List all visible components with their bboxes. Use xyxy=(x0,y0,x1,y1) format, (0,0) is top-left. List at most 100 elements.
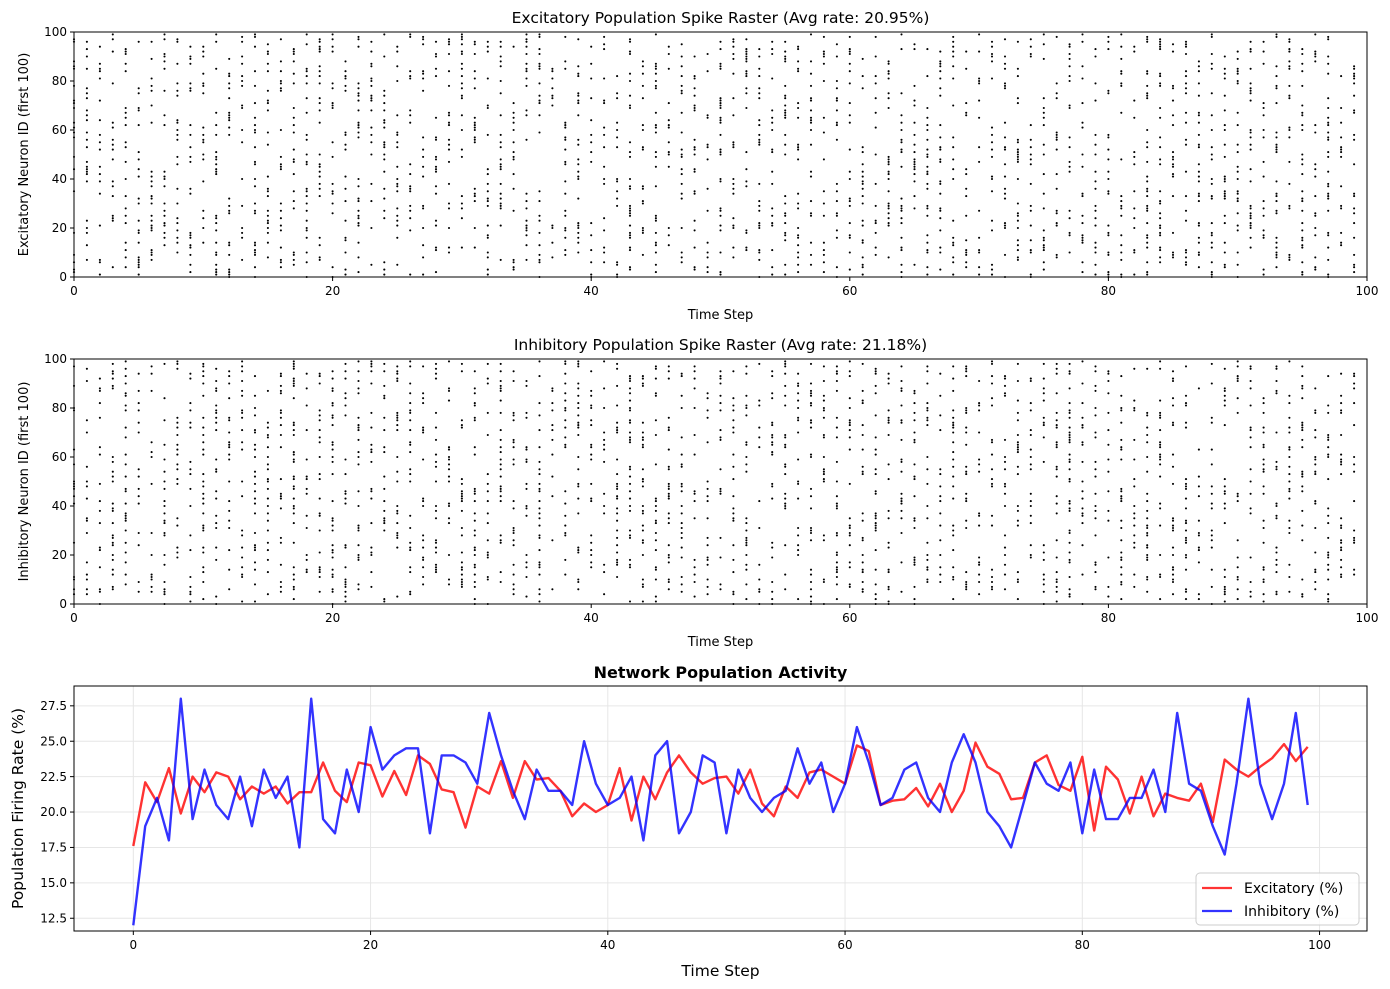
spike-marker xyxy=(525,595,528,598)
spike-marker xyxy=(344,392,347,395)
spike-marker xyxy=(460,583,463,586)
spike-marker xyxy=(331,575,334,579)
spike-marker xyxy=(409,546,412,549)
spike-marker xyxy=(241,79,244,83)
spike-marker xyxy=(641,436,644,439)
spike-marker xyxy=(409,75,412,78)
spike-marker xyxy=(241,370,244,373)
spike-marker xyxy=(616,97,619,100)
spike-marker xyxy=(344,200,347,203)
spike-marker xyxy=(758,200,761,203)
spike-marker xyxy=(900,561,903,564)
spike-marker xyxy=(822,116,825,119)
spike-marker xyxy=(952,409,955,412)
spike-marker xyxy=(835,507,838,510)
spike-marker xyxy=(926,553,929,557)
spike-marker xyxy=(616,519,619,522)
spike-marker xyxy=(1042,246,1045,249)
spike-marker xyxy=(1016,399,1019,402)
spike-marker xyxy=(732,590,735,593)
spike-marker xyxy=(654,522,657,525)
spike-marker xyxy=(641,384,644,387)
spike-marker xyxy=(383,143,386,146)
spike-marker xyxy=(150,578,153,581)
spike-marker xyxy=(590,133,593,136)
spike-marker xyxy=(680,583,683,586)
spike-marker xyxy=(1184,539,1188,542)
spike-marker xyxy=(1327,182,1330,185)
spike-marker xyxy=(1262,50,1265,53)
spike-marker xyxy=(628,214,632,217)
spike-marker xyxy=(1094,492,1097,495)
spike-marker xyxy=(616,136,619,139)
spike-marker xyxy=(434,52,438,56)
spike-marker xyxy=(357,136,360,139)
spike-marker xyxy=(1301,128,1304,132)
spike-marker xyxy=(784,473,787,476)
spike-marker xyxy=(1275,546,1278,549)
spike-marker xyxy=(137,431,140,434)
spike-marker xyxy=(1107,509,1110,512)
spike-marker xyxy=(848,482,851,485)
spike-marker xyxy=(965,473,968,476)
spike-marker xyxy=(1042,362,1045,365)
spike-marker xyxy=(887,158,890,161)
spike-marker xyxy=(1003,460,1007,463)
spike-marker xyxy=(706,266,709,269)
spike-marker xyxy=(887,419,890,422)
spike-marker xyxy=(693,595,696,598)
spike-marker xyxy=(758,182,761,185)
spike-marker xyxy=(1262,402,1265,405)
spike-marker xyxy=(473,195,476,198)
spike-marker xyxy=(292,384,295,387)
spike-marker xyxy=(85,146,88,149)
spike-marker xyxy=(809,214,813,217)
spike-marker xyxy=(266,512,269,515)
spike-marker xyxy=(538,360,541,363)
spike-marker xyxy=(1133,207,1136,210)
spike-marker xyxy=(680,436,683,439)
spike-marker xyxy=(98,141,101,144)
spike-marker xyxy=(189,534,192,537)
spike-marker xyxy=(422,558,425,561)
spike-marker xyxy=(952,77,955,80)
spike-marker xyxy=(486,273,489,276)
spike-marker xyxy=(603,261,606,264)
spike-marker xyxy=(616,421,619,424)
spike-marker xyxy=(266,70,269,73)
spike-marker xyxy=(409,187,412,190)
spike-marker xyxy=(473,138,476,141)
spike-marker xyxy=(1236,575,1239,579)
spike-marker xyxy=(1301,490,1304,493)
spike-marker xyxy=(719,251,722,254)
spike-marker xyxy=(771,424,774,427)
spike-marker xyxy=(784,362,787,365)
spike-marker xyxy=(900,502,903,505)
spike-marker xyxy=(512,128,515,132)
spike-marker xyxy=(965,588,968,591)
spike-marker xyxy=(150,89,153,92)
spike-marker xyxy=(150,226,153,230)
spike-marker xyxy=(719,102,722,105)
spike-marker xyxy=(383,55,386,58)
spike-marker xyxy=(654,392,657,395)
y-tick-label: 80 xyxy=(52,401,67,415)
spike-marker xyxy=(1197,561,1200,564)
spike-marker xyxy=(1275,379,1278,383)
spike-marker xyxy=(771,121,774,124)
spike-marker xyxy=(1327,192,1330,195)
spike-marker xyxy=(654,365,657,368)
spike-marker xyxy=(409,173,412,176)
spike-marker xyxy=(266,175,269,178)
spike-marker xyxy=(202,375,205,378)
spike-marker xyxy=(253,124,257,127)
spike-marker xyxy=(990,60,994,63)
spike-marker xyxy=(667,482,670,485)
spike-marker xyxy=(1159,163,1162,166)
spike-marker xyxy=(603,387,606,390)
spike-marker xyxy=(1171,114,1175,117)
spike-marker xyxy=(1171,517,1175,520)
spike-marker xyxy=(1120,487,1123,490)
spike-marker xyxy=(1068,146,1071,149)
spike-marker xyxy=(1184,519,1188,522)
